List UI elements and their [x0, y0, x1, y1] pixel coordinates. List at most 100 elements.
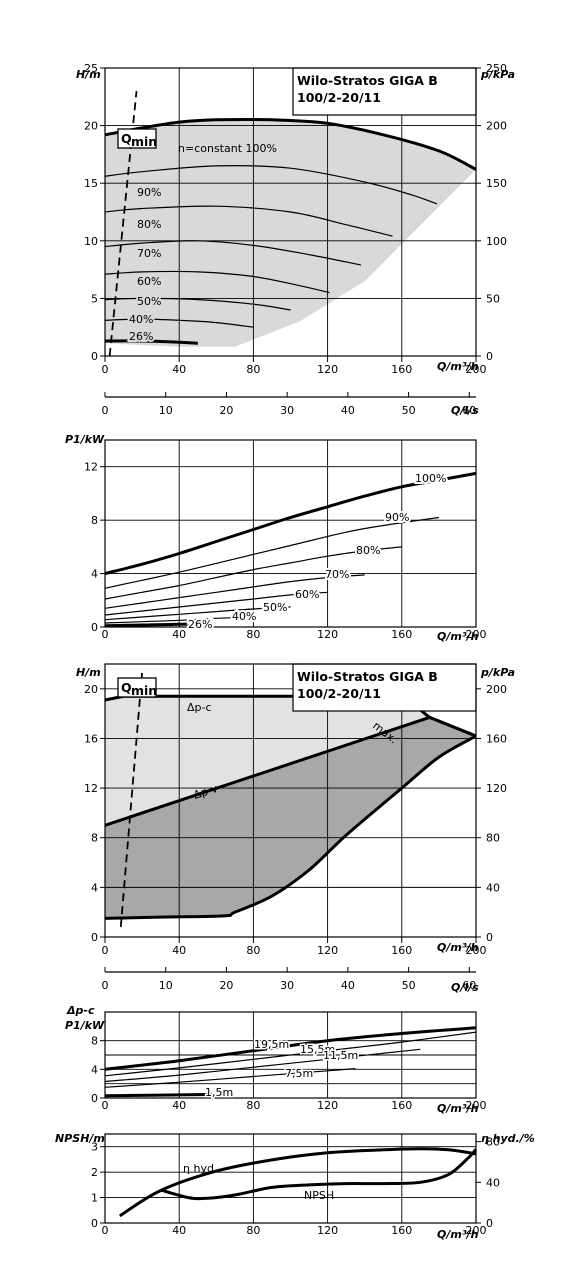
- x-tick-label: 200: [466, 363, 487, 376]
- power-curves: [104, 471, 477, 628]
- efficiency-curve: [118, 1147, 477, 1218]
- npsh-eta-curves: [118, 1147, 478, 1218]
- x-tick-label: 50: [402, 979, 416, 992]
- x-tick-label: 30: [280, 979, 294, 992]
- y2-tick-label: 80: [486, 1136, 500, 1149]
- title-box: [292, 663, 477, 712]
- x-tick-label: 60: [462, 979, 476, 992]
- product-title: Wilo-Stratos GIGA B: [297, 669, 438, 684]
- x-tick-label: 0: [102, 944, 109, 957]
- x-tick-label: 200: [466, 1099, 487, 1112]
- eta-label: η hyd.: [183, 1162, 217, 1175]
- y-tick-label: 0: [91, 350, 98, 363]
- grid: [105, 440, 476, 627]
- dpc-power-curve: [104, 1068, 356, 1088]
- y2-tick-label: 150: [486, 177, 507, 190]
- y2-tick-label: 200: [486, 683, 507, 696]
- x-tick-label: 120: [317, 628, 338, 641]
- y2-tick-label: 200: [486, 120, 507, 133]
- x-tick-label: 40: [172, 628, 186, 641]
- y-axis-label: H/m: [76, 666, 101, 679]
- y2-tick-label: 40: [486, 881, 500, 894]
- dpc-curve-label: 7,5m: [285, 1067, 313, 1080]
- tick-labels: 0 40 80 120 160 200 0 4 8: [91, 1035, 487, 1112]
- qmin-label-box: [117, 677, 157, 698]
- y-tick-label: 12: [84, 782, 98, 795]
- x-tick-label: 10: [159, 404, 173, 417]
- x-tick-label: 0: [102, 404, 109, 417]
- npsh-curve: [160, 1148, 478, 1201]
- y-tick-label: 12: [84, 461, 98, 474]
- power-curve-60: [104, 591, 328, 616]
- y-axis-label: P1/kW: [65, 433, 105, 446]
- y-tick-label: 8: [91, 832, 98, 845]
- x-tick-label: 80: [246, 363, 260, 376]
- y-tick-label: 4: [91, 568, 98, 581]
- curve-labels: 100% 90% 80% 70% 60% 50% 40% 26%: [186, 470, 448, 633]
- qmin-label-q: Q: [121, 131, 132, 146]
- x-tick-label: 50: [402, 404, 416, 417]
- x-tick-label: 120: [317, 1099, 338, 1112]
- x-tick-label: 40: [172, 363, 186, 376]
- curve-70: [104, 240, 362, 266]
- curve-60: [104, 270, 330, 294]
- power-curve-label: 80%: [356, 544, 380, 557]
- x-tick-label: 200: [466, 628, 487, 641]
- dpc-power-curve: [104, 1026, 477, 1071]
- curve-label: 40%: [129, 313, 153, 326]
- qmin-label-sub: min: [131, 134, 157, 149]
- x-tick-label: 40: [172, 1224, 186, 1237]
- power-curve-50: [104, 606, 291, 621]
- power-curve-80: [104, 546, 402, 600]
- power-control-chart: Δp-c P1/kW Q/m³/h 0 40 80 120 160 200 0 4 8 19,5…: [65, 1004, 487, 1115]
- y-tick-label: 2: [91, 1166, 98, 1179]
- operating-range-area: [105, 119, 476, 347]
- y2-tick-label: 250: [486, 62, 507, 75]
- y-tick-label: 0: [91, 621, 98, 634]
- power-curve-label: 60%: [295, 588, 319, 601]
- dpv-range-area: [105, 717, 476, 919]
- plot-frame: [104, 663, 477, 938]
- curve-26: [104, 339, 198, 345]
- x-tick-label: 40: [172, 1099, 186, 1112]
- y2-tick-label: 40: [486, 1176, 500, 1189]
- y-tick-label: 8: [91, 1035, 98, 1048]
- x-tick-label: 40: [172, 944, 186, 957]
- y-tick-label: 8: [91, 514, 98, 527]
- curve-label: 90%: [137, 186, 161, 199]
- x-tick-label: 40: [341, 979, 355, 992]
- y2-tick-label: 0: [486, 350, 493, 363]
- curve-label: 26%: [129, 330, 153, 343]
- power-curve-70: [104, 574, 365, 609]
- power-curve-100: [104, 471, 477, 576]
- x-tick-label: 120: [317, 944, 338, 957]
- plot-frame: [104, 1011, 477, 1099]
- x-tick-label: 160: [391, 944, 412, 957]
- y-tick-label: 10: [84, 235, 98, 248]
- min-curve: [104, 734, 477, 920]
- y-tick-label: 20: [84, 120, 98, 133]
- curve-label: 80%: [137, 218, 161, 231]
- curve-label: n=constant 100%: [178, 142, 277, 155]
- power-curve-label: 100%: [415, 472, 446, 485]
- y-tick-label: 16: [84, 732, 98, 745]
- flow-ls-axis-2: 0 10 20 30 40 50 60 Q/l/s: [102, 967, 479, 994]
- y2-tick-label: 160: [486, 732, 507, 745]
- power-curve-90: [104, 516, 439, 589]
- x-tick-label: 80: [246, 1224, 260, 1237]
- power-speed-chart: P1/kW Q/m³/h 0 40 80 120 160 200 0 4 8 12 100% 90%…: [65, 433, 487, 643]
- curve-labels: n=constant 100% 90% 80% 70% 60% 50% 40% 26%: [127, 142, 277, 345]
- x-tick-label: 10: [159, 979, 173, 992]
- dpc-curve-label: 11,5m: [323, 1049, 358, 1062]
- dpc-curve-label: 1,5m: [205, 1086, 233, 1099]
- y-tick-label: 4: [91, 881, 98, 894]
- max-curve: [429, 716, 477, 738]
- x-tick-label: 0: [102, 628, 109, 641]
- curve-90: [104, 165, 438, 205]
- power-curve-label: 90%: [385, 511, 409, 524]
- x-tick-label: 0: [102, 363, 109, 376]
